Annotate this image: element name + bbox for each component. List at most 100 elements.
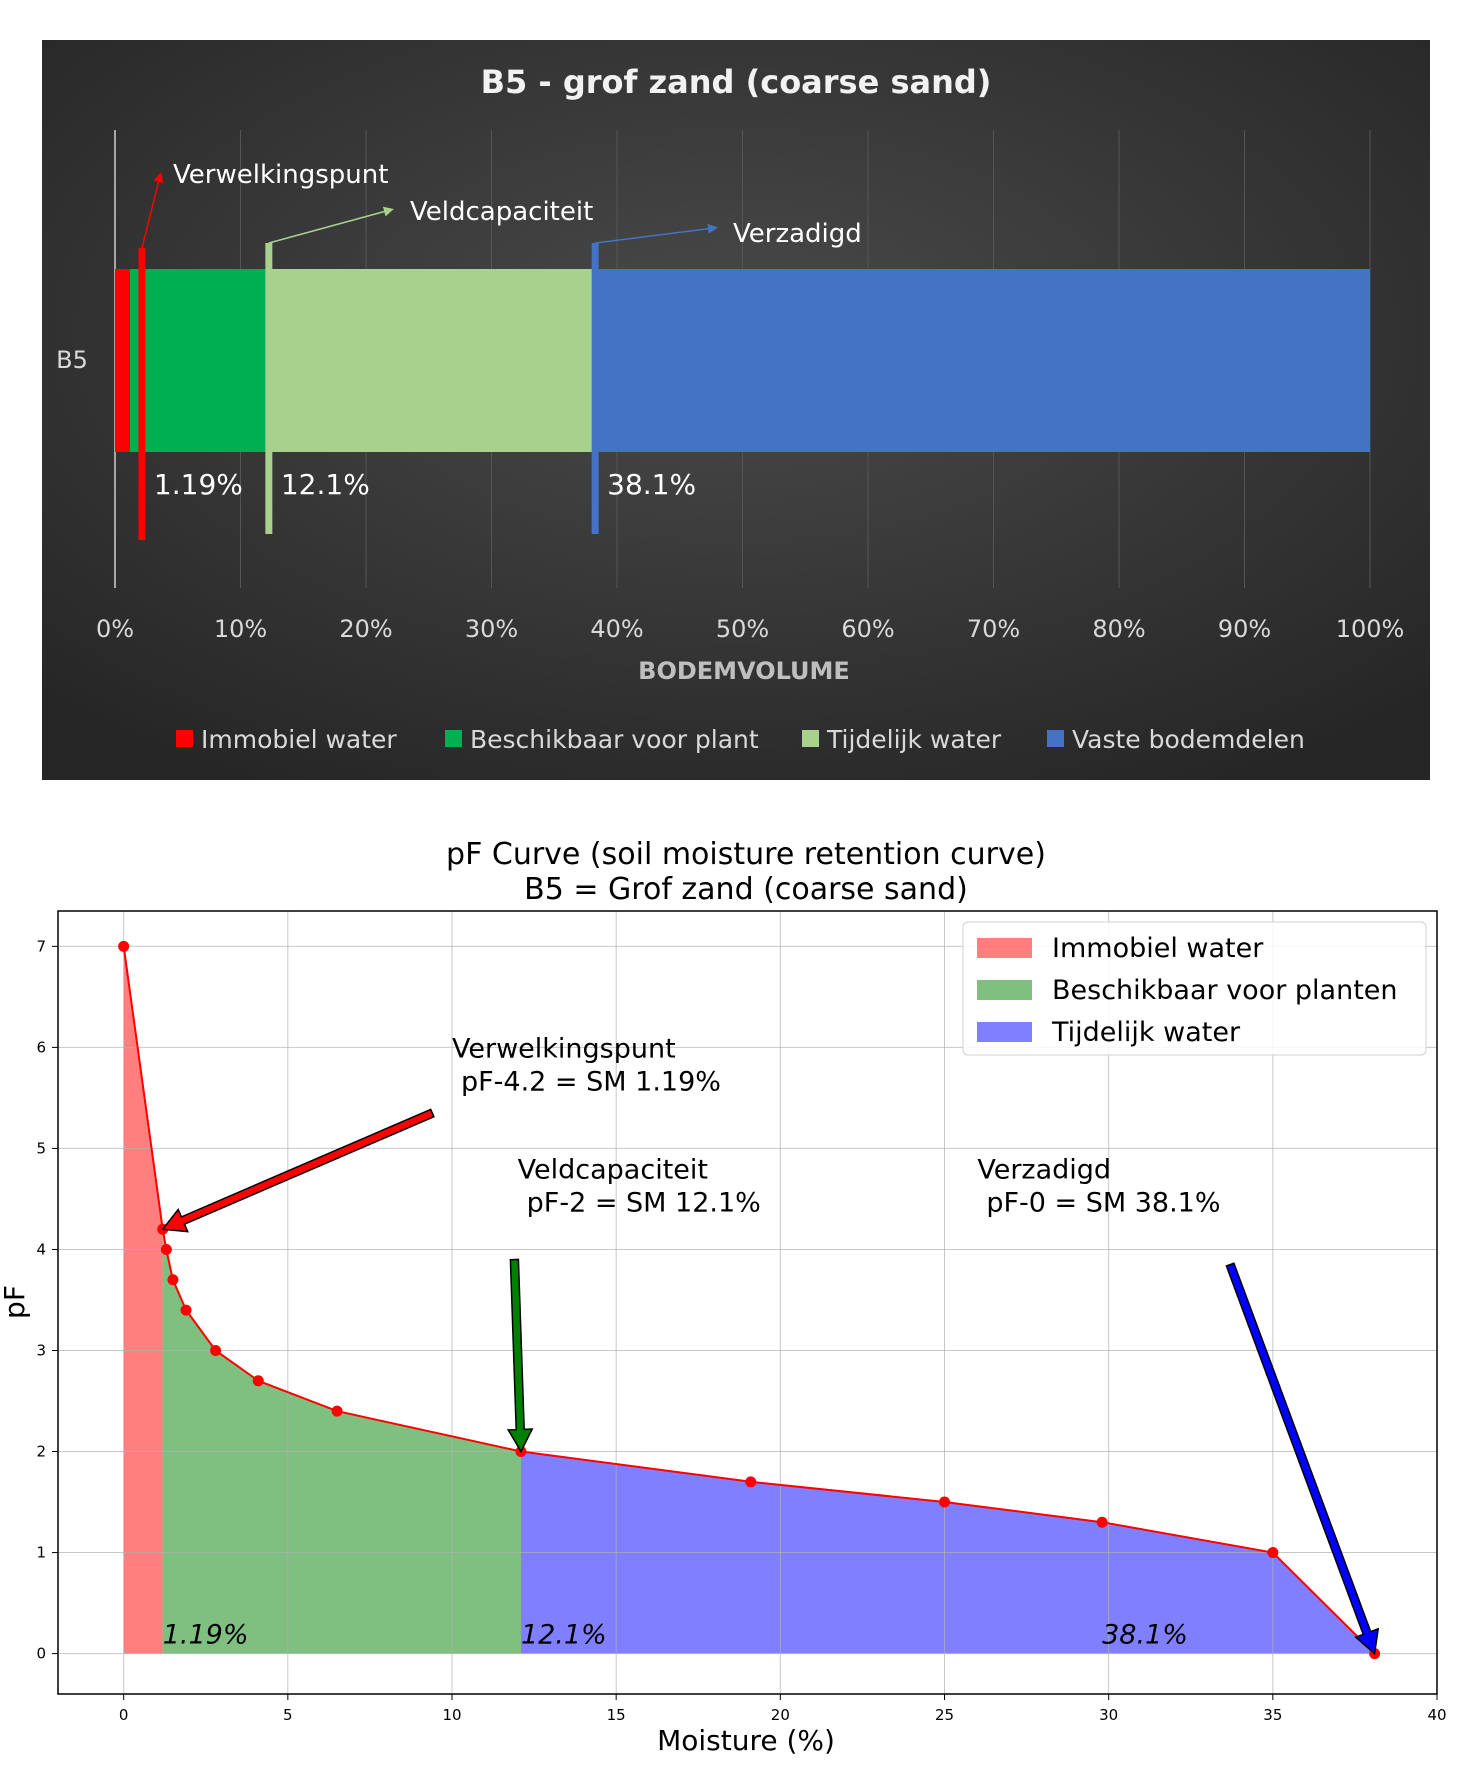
chart-title: B5 - grof zand (coarse sand)	[481, 63, 992, 101]
annotation-title: Verzadigd	[977, 1155, 1111, 1186]
y-tick-label: 4	[36, 1240, 46, 1258]
legend: Immobiel water Beschikbaar voor plant Tijd…	[176, 725, 1305, 754]
bar-segments	[115, 269, 1370, 452]
legend-label: Beschikbaar voor plant	[470, 725, 759, 754]
chart-subtitle: B5 = Grof zand (coarse sand)	[524, 872, 968, 907]
marker-value-label: 1.19%	[154, 468, 243, 501]
bar-segment	[593, 269, 1370, 452]
plot-frame	[57, 910, 1438, 1695]
data-point	[939, 1496, 950, 1508]
legend-swatch	[1047, 730, 1064, 747]
x-tick-label: 100%	[1336, 615, 1405, 643]
data-point	[118, 940, 130, 952]
bar-segment	[266, 269, 594, 452]
stacked-bar-chart: B5 - grof zand (coarse sand) Verwelkings…	[42, 40, 1430, 780]
legend-swatch	[802, 730, 819, 747]
y-tick-label: 2	[36, 1443, 46, 1461]
region-fill	[162, 1229, 521, 1654]
data-point	[252, 1375, 264, 1387]
y-tick-label: 7	[36, 937, 46, 955]
marker-value-label: 12.1%	[281, 468, 370, 501]
data-point	[1267, 1547, 1279, 1559]
legend-label: Tijdelijk water	[1051, 1017, 1241, 1048]
legend-label: Immobiel water	[1052, 933, 1264, 964]
x-tick-label: 30%	[465, 615, 518, 643]
region-value-label: 38.1%	[1102, 1620, 1188, 1651]
y-tick-label: 5	[36, 1139, 46, 1157]
y-tick-label: 3	[36, 1341, 46, 1359]
marker-arrow	[141, 172, 164, 249]
annotation-arrow	[506, 1258, 534, 1454]
bar-segment	[129, 269, 267, 452]
y-tick-label: 0	[36, 1645, 46, 1663]
legend-swatch	[977, 980, 1032, 1000]
annotation-arrow	[161, 1108, 435, 1233]
annotation-detail: pF-0 = SM 38.1%	[986, 1188, 1220, 1219]
annotation-title: Veldcapaciteit	[518, 1155, 708, 1186]
legend-swatch	[445, 730, 462, 747]
x-tick-label: 20	[771, 1706, 790, 1724]
data-point	[331, 1405, 343, 1417]
x-tick-label: 50%	[716, 615, 769, 643]
marker-name: Verwelkingspunt	[173, 160, 388, 190]
x-tick-labels: 0% 10% 20% 30% 40% 50% 60% 70% 80% 90% 100%	[96, 615, 1404, 643]
legend-label: Vaste bodemdelen	[1072, 725, 1305, 754]
region-labels: 1.19% 12.1% 38.1%	[163, 1620, 1188, 1651]
bar-segment	[115, 269, 130, 452]
x-tick-label: 30	[1099, 1706, 1118, 1724]
marker-value-label: 38.1%	[607, 468, 696, 501]
x-tick-label: 10%	[214, 615, 267, 643]
chart-title: pF Curve (soil moisture retention curve)	[446, 837, 1046, 872]
data-line	[118, 940, 1381, 1660]
markers: Verwelkingspunt 1.19% Veldcapaciteit 12.1% V…	[138, 160, 862, 540]
annotation-arrow	[1225, 1262, 1380, 1656]
region-fill	[123, 946, 163, 1654]
x-tick-label: 5	[283, 1706, 293, 1724]
data-point	[745, 1476, 757, 1488]
x-tick-label: 70%	[967, 615, 1020, 643]
data-point	[180, 1304, 192, 1316]
x-tick-label: 25	[935, 1706, 954, 1724]
x-axis-label: BODEMVOLUME	[638, 657, 850, 685]
x-tick-label: 35	[1263, 1706, 1282, 1724]
x-tick-label: 20%	[339, 615, 392, 643]
data-point	[160, 1243, 172, 1255]
legend-box	[962, 921, 1427, 1056]
marker-arrow	[268, 206, 394, 244]
x-tick-label: 40%	[590, 615, 643, 643]
x-tick-label: 80%	[1092, 615, 1145, 643]
x-tick-label: 60%	[841, 615, 894, 643]
x-tick-label: 90%	[1218, 615, 1271, 643]
marker-name: Veldcapaciteit	[410, 197, 593, 227]
marker-arrow	[595, 223, 718, 244]
legend-label: Tijdelijk water	[826, 725, 1002, 754]
x-tick-label: 0%	[96, 615, 134, 643]
annotation-detail: pF-2 = SM 12.1%	[527, 1188, 761, 1219]
legend-swatch	[977, 938, 1032, 958]
region-value-label: 1.19%	[163, 1620, 249, 1651]
legend-label: Immobiel water	[201, 725, 397, 754]
legend-swatch	[176, 730, 193, 747]
data-point	[167, 1274, 179, 1286]
x-tick-label: 40	[1427, 1706, 1446, 1724]
x-tick-label: 15	[607, 1706, 626, 1724]
category-label: B5	[56, 346, 88, 374]
region-value-label: 12.1%	[521, 1620, 607, 1651]
y-axis-label: pF	[0, 1285, 31, 1319]
annotation-detail: pF-4.2 = SM 1.19%	[461, 1066, 721, 1097]
legend: Immobiel water Beschikbaar voor planten Ti…	[962, 921, 1427, 1056]
axis-ticks: 0 5 10 15 20 25 30 35 40 0 1 2 3 4 5 6 7	[36, 937, 1446, 1724]
annotation-title: Verwelkingspunt	[452, 1033, 676, 1064]
x-axis-label: Moisture (%)	[657, 1724, 835, 1757]
legend-label: Beschikbaar voor planten	[1052, 975, 1398, 1006]
data-point	[210, 1344, 222, 1356]
marker-name: Verzadigd	[733, 219, 862, 249]
y-tick-label: 6	[36, 1038, 46, 1056]
legend-swatch	[977, 1022, 1032, 1042]
data-point	[1096, 1516, 1108, 1528]
x-tick-label: 0	[119, 1706, 129, 1724]
y-tick-label: 1	[36, 1544, 46, 1562]
x-tick-label: 10	[442, 1706, 461, 1724]
